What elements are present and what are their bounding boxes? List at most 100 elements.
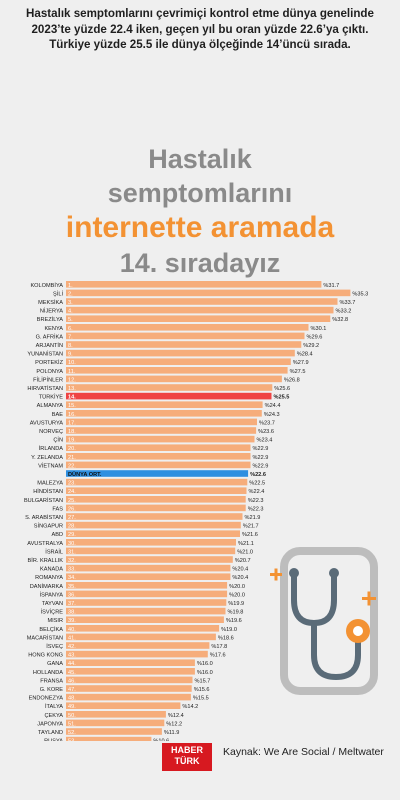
country-label: KOLOMBİYA: [30, 282, 63, 289]
country-label: G. KORE: [40, 687, 64, 693]
rank-label: 18.: [68, 429, 76, 435]
value-label: %33.7: [340, 300, 356, 306]
value-label: %21.0: [237, 549, 253, 555]
bar: [66, 427, 257, 434]
rank-label: 33.: [68, 567, 76, 573]
country-label: TAYVAN: [42, 601, 63, 607]
value-label: %17.8: [211, 644, 227, 650]
country-label: TAYLAND: [38, 730, 63, 736]
rank-label: DÜNYA ORT.: [68, 471, 102, 478]
rank-label: 49.: [68, 704, 76, 710]
bar: [66, 504, 246, 512]
bar: [66, 461, 251, 469]
rank-label: 44.: [68, 661, 76, 667]
bar: [66, 453, 251, 460]
bar: [66, 590, 228, 598]
bar: [66, 539, 236, 546]
bar: [66, 315, 331, 322]
haberturk-logo: HABER TÜRK: [162, 743, 212, 771]
value-label: %17.6: [210, 653, 226, 659]
country-label: YUNANİSTAN: [27, 351, 63, 358]
rank-label: 43.: [68, 653, 76, 659]
rank-label: 22.: [68, 463, 76, 469]
bar: [66, 668, 195, 675]
value-label: %21.7: [243, 524, 259, 530]
rank-label: 10.: [68, 360, 76, 366]
value-label: %30.1: [311, 326, 327, 332]
country-label: MEKSİKA: [38, 299, 63, 306]
rank-label: 50.: [68, 713, 76, 719]
bar: [66, 530, 240, 537]
country-label: MISIR: [47, 618, 63, 624]
value-label: %21.9: [245, 515, 261, 521]
value-label: %19.9: [228, 601, 244, 607]
rank-label: 39.: [68, 618, 76, 624]
headline-line-4: 14. sıradayız: [119, 248, 281, 278]
country-label: Y. ZELANDA: [31, 455, 63, 461]
bar: [66, 693, 191, 701]
value-label: %19.6: [226, 618, 242, 624]
rank-label: 31.: [68, 549, 76, 555]
rank-label: 53.: [68, 739, 76, 741]
rank-label: 25.: [68, 498, 76, 504]
rank-label: 28.: [68, 524, 76, 530]
bar: [66, 384, 273, 391]
bar: [66, 435, 255, 443]
country-label: JAPONYA: [37, 721, 63, 727]
country-label: KENYA: [44, 326, 63, 332]
rank-label: 19.: [68, 438, 76, 444]
country-label: FİLİPİNLER: [33, 376, 63, 383]
rank-label: 36.: [68, 592, 76, 598]
bar: [66, 736, 152, 741]
rank-label: 6.: [68, 326, 73, 332]
intro-text: Hastalık semptomlarını çevrimiçi kontrol…: [26, 7, 374, 51]
bar: [66, 564, 231, 572]
headline: Hastalık semptomlarını internette aramad…: [0, 142, 400, 280]
value-label: %23.6: [258, 429, 274, 435]
country-label: GANA: [47, 661, 63, 667]
bar: [66, 685, 192, 692]
value-label: %23.7: [259, 420, 275, 426]
country-label: ALMANYA: [37, 403, 64, 409]
bar: [66, 728, 162, 735]
rank-label: 9.: [68, 352, 73, 358]
value-label: %20.4: [232, 575, 248, 581]
country-label: İSPANYA: [40, 591, 64, 598]
country-label: SİNGAPUR: [34, 523, 63, 530]
country-label: BULGARİSTAN: [24, 497, 63, 504]
bar: [66, 582, 228, 589]
rank-label: 41.: [68, 635, 76, 641]
bar: [66, 349, 295, 357]
rank-label: 37.: [68, 601, 76, 607]
value-label: %20.0: [229, 584, 245, 590]
country-label: TÜRKİYE: [39, 394, 64, 401]
value-label: %26.8: [284, 377, 300, 383]
rank-label: 12.: [68, 377, 76, 383]
logo-line-1: HABER: [170, 745, 203, 755]
country-label: NİJERYA: [40, 308, 63, 315]
value-label: %24.4: [265, 403, 281, 409]
bar: [66, 521, 241, 529]
rank-label: 38.: [68, 610, 76, 616]
bar: [66, 616, 224, 623]
country-label: FRANSA: [40, 678, 63, 684]
bar: [66, 633, 216, 641]
rank-label: 4.: [68, 309, 73, 315]
rank-label: 40.: [68, 627, 76, 633]
country-label: ROMANYA: [35, 575, 63, 581]
value-label: %23.4: [257, 438, 273, 444]
rank-label: 15.: [68, 403, 76, 409]
bar: [66, 401, 263, 408]
value-label: %19.0: [221, 627, 237, 633]
country-label: İTALYA: [45, 703, 63, 710]
bar: [66, 607, 226, 615]
rank-label: 5.: [68, 317, 73, 323]
bar: [66, 281, 322, 288]
headline-line-2: semptomlarını: [107, 178, 293, 208]
value-label: %21.1: [238, 541, 254, 547]
value-label: %18.6: [218, 635, 234, 641]
rank-label: 11.: [68, 369, 76, 375]
country-label: AVUSTURYA: [30, 420, 64, 426]
country-label: HIRVATİSTAN: [27, 385, 63, 392]
bar: [66, 341, 302, 348]
